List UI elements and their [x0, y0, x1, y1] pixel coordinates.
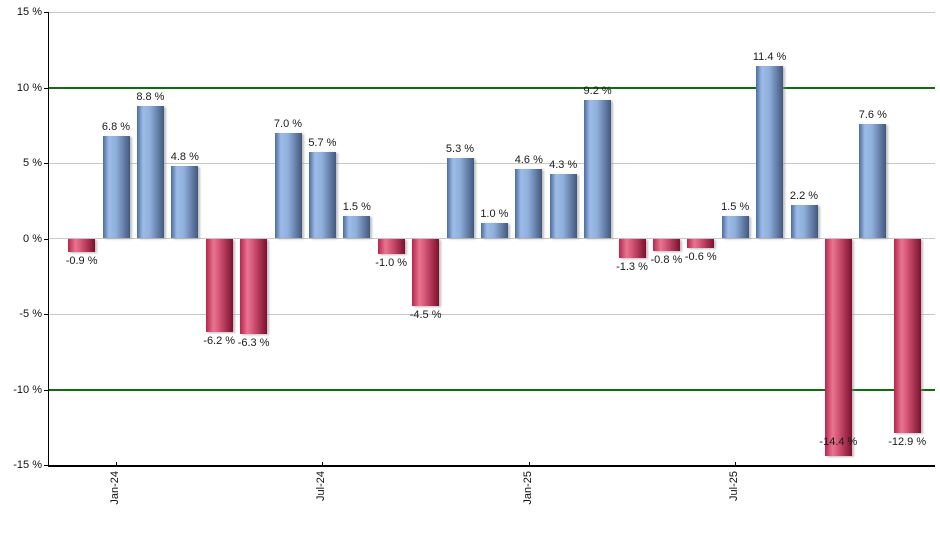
x-tick-label: Jul-25: [728, 471, 741, 501]
bar-value-label: 2.2 %: [789, 190, 819, 203]
bar-value-label: 4.3 %: [549, 158, 578, 171]
bar-value-label: 1.5 %: [342, 200, 371, 213]
bar-value-label: 4.6 %: [514, 154, 543, 167]
y-tick-label: 15 %: [16, 6, 42, 18]
bar-value-label: 1.0 %: [480, 208, 509, 221]
bar-positive: [859, 123, 887, 239]
gridline-green: [48, 388, 935, 391]
bar-value-label: 9.2 %: [583, 84, 612, 97]
y-tick-label: -10 %: [13, 383, 42, 396]
bar-value-label: 1.5 %: [721, 200, 750, 213]
x-tick-label: Jan-25: [521, 471, 534, 505]
x-tick-mark: [528, 462, 530, 467]
gridline: [48, 313, 935, 315]
bar-positive: [480, 223, 508, 239]
bar-value-label: 11.4 %: [752, 51, 787, 64]
bar-value-label: -6.3 %: [237, 336, 270, 349]
y-tick-mark: [44, 87, 48, 89]
bar-negative: [377, 238, 405, 254]
bar-positive: [756, 66, 784, 239]
bar-negative: [824, 238, 852, 456]
bar-negative: [205, 238, 233, 333]
bar-value-label: 5.3 %: [445, 143, 475, 156]
y-tick-mark: [44, 12, 48, 13]
x-tick-mark: [322, 462, 324, 467]
bar-positive: [308, 152, 336, 239]
bar-value-label: -1.0 %: [375, 256, 408, 269]
x-axis-line: [48, 465, 935, 467]
bar-negative: [893, 238, 921, 434]
bar-value-label: 6.8 %: [101, 120, 131, 133]
gridline: [48, 238, 935, 239]
bar-negative: [618, 238, 646, 259]
bar-positive: [171, 166, 199, 239]
x-tick-label: Jan-24: [109, 471, 121, 505]
y-tick-label: 5 %: [23, 157, 42, 169]
bar-value-label: -6.2 %: [203, 335, 236, 348]
gridline-green: [48, 86, 935, 89]
bar-value-label: 4.8 %: [170, 151, 199, 164]
bar-value-label: -4.5 %: [409, 309, 442, 322]
bar-value-label: 7.0 %: [273, 117, 303, 130]
bar-negative: [68, 238, 96, 253]
bar-value-label: -0.9 %: [65, 255, 98, 268]
x-tick-label: Jul-24: [315, 471, 328, 501]
bar-value-label: 5.7 %: [308, 137, 337, 150]
y-tick-label: -15 %: [13, 459, 42, 471]
bar-positive: [721, 215, 749, 239]
y-axis-line: [48, 12, 49, 465]
bar-value-label: -14.4 %: [819, 435, 858, 448]
bar-value-label: 8.8 %: [136, 90, 165, 103]
bar-positive: [549, 173, 577, 239]
y-tick-mark: [44, 465, 48, 466]
y-tick-mark: [44, 163, 48, 164]
x-tick-mark: [735, 462, 737, 467]
bar-positive: [790, 205, 818, 239]
bar-negative: [412, 238, 440, 307]
bar-positive: [102, 135, 130, 239]
bar-value-label: 7.6 %: [858, 108, 887, 121]
bar-positive: [446, 158, 474, 239]
y-tick-label: 10 %: [16, 81, 42, 94]
gridline: [48, 162, 935, 164]
y-tick-mark: [44, 238, 48, 240]
bar-positive: [515, 169, 543, 239]
y-tick-label: -5 %: [19, 308, 42, 320]
bar-value-label: -12.9 %: [888, 436, 927, 449]
bar-negative: [687, 238, 715, 248]
y-tick-mark: [44, 389, 48, 391]
gridline: [48, 11, 935, 13]
bar-value-label: -1.3 %: [616, 261, 648, 274]
y-tick-label: 0 %: [23, 232, 42, 245]
bar-value-label: -0.6 %: [684, 250, 717, 263]
bar-value-label: -0.8 %: [650, 253, 683, 266]
bar-positive: [343, 215, 371, 239]
x-tick-mark: [116, 462, 117, 467]
bar-positive: [274, 132, 302, 239]
bar-positive: [136, 105, 164, 239]
bar-negative: [652, 238, 680, 251]
bar-negative: [240, 238, 268, 334]
bar-positive: [584, 99, 612, 239]
y-tick-mark: [44, 314, 48, 315]
